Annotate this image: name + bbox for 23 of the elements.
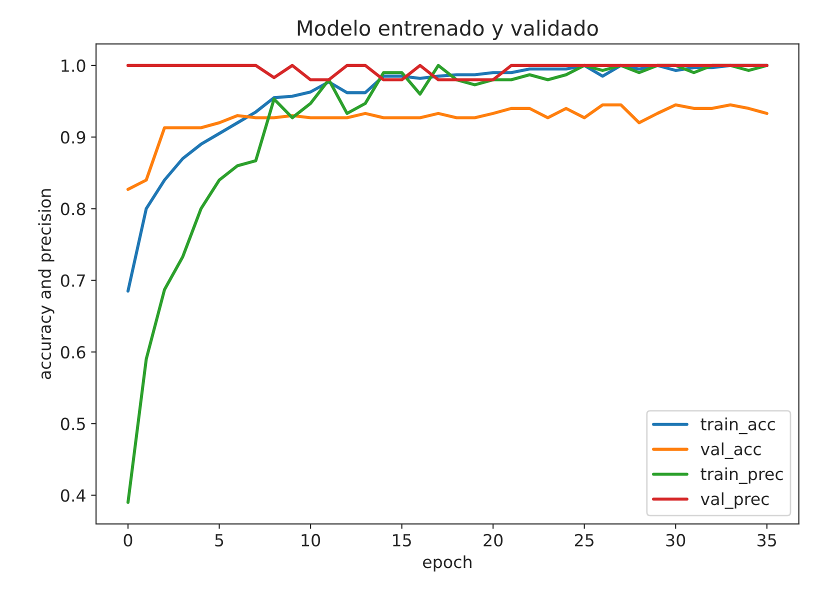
legend-label: train_prec (700, 467, 783, 484)
legend-label: val_acc (700, 442, 761, 460)
x-tick-label: 35 (758, 534, 776, 547)
x-axis-title: epoch (422, 555, 472, 572)
y-tick-label: 0.4 (60, 489, 86, 502)
y-tick-label: 0.8 (60, 202, 86, 216)
line-series (126, 103, 768, 191)
x-tick-label: 20 (484, 534, 503, 547)
x-tick-label: 10 (302, 534, 320, 547)
legend-label: val_prec (700, 492, 769, 509)
y-tick-label: 0.6 (60, 346, 86, 359)
y-tick-label: 0.5 (60, 418, 85, 430)
x-tick-label: 5 (215, 534, 224, 547)
chart-title: Modelo entrenado y validado (298, 20, 598, 40)
y-tick-label: 1.0 (62, 59, 86, 72)
x-tick-label: 25 (574, 534, 594, 547)
y-tick-label: 0.7 (60, 274, 85, 287)
y-axis-title: accuracy and precision (38, 189, 54, 380)
x-tick-label: 30 (666, 534, 686, 547)
y-tick-label: 0.9 (60, 131, 86, 144)
x-tick-label: 0 (124, 534, 132, 547)
x-tick-label: 15 (393, 534, 411, 547)
legend-label: train_acc (700, 418, 775, 434)
